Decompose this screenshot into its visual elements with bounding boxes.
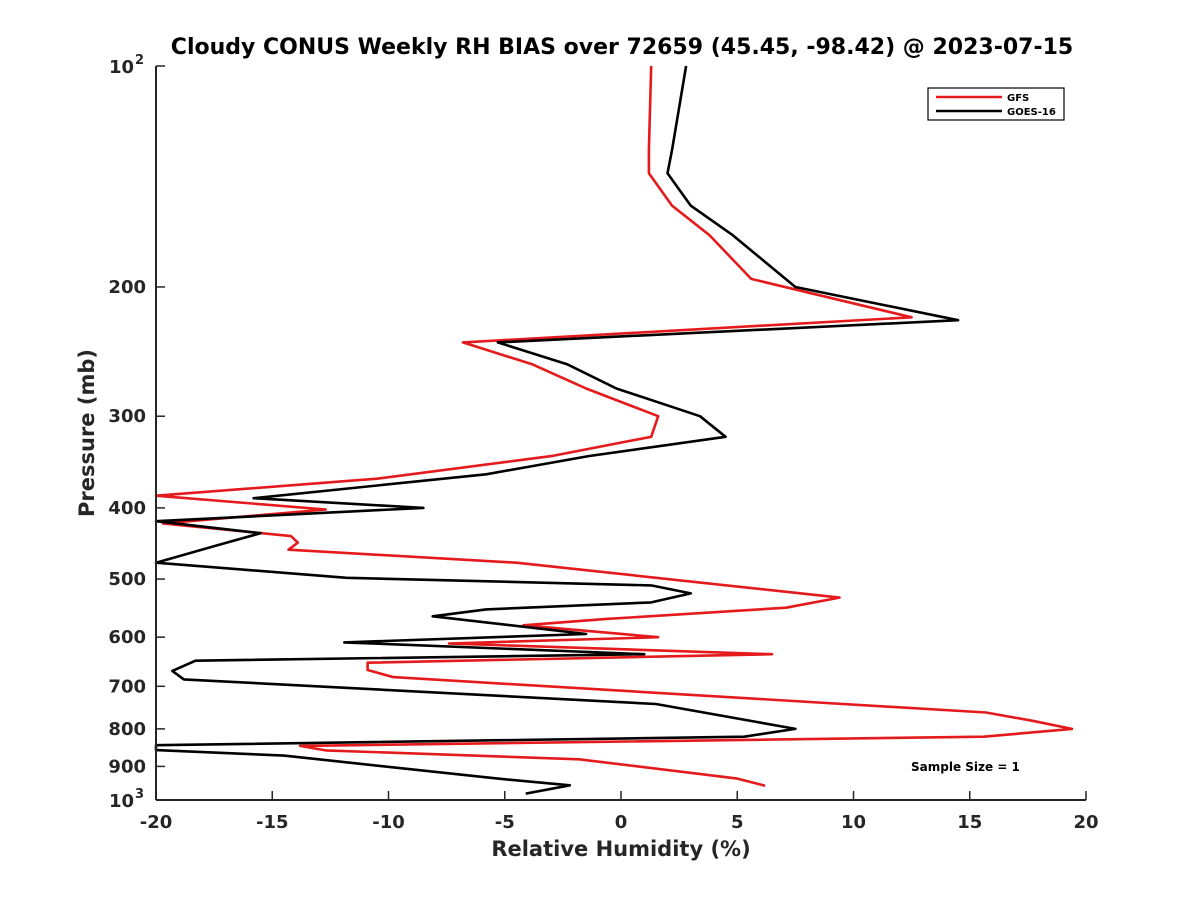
- plot-area: -20 -15 -10 -5 0 5 10 15 20 200 300 400 500 600 700 80…: [108, 53, 1098, 833]
- y-tick-label: 600: [108, 627, 146, 648]
- x-tick-label: -20: [140, 812, 173, 833]
- sample-size-annotation: Sample Size = 1: [911, 760, 1020, 774]
- x-tick-label: -15: [256, 812, 289, 833]
- y-tick-label: 500: [108, 569, 146, 590]
- series-line-0: [154, 65, 1074, 787]
- x-tick-label: 5: [731, 812, 744, 833]
- y-tick-label: 300: [108, 406, 146, 427]
- legend-label-goes16: GOES-16: [1007, 107, 1056, 118]
- x-tick-label: -10: [372, 812, 405, 833]
- y-tick-label-base: 10: [109, 791, 134, 812]
- x-ticks: -20 -15 -10 -5 0 5 10 15 20: [140, 791, 1099, 833]
- x-tick-label: -5: [495, 812, 515, 833]
- y-tick-label-exponent: 2: [135, 53, 144, 68]
- x-axis-label: Relative Humidity (%): [491, 837, 750, 861]
- series-line-1: [154, 65, 960, 795]
- y-tick-label: 400: [108, 498, 146, 519]
- y-axis-label: Pressure (mb): [75, 349, 99, 517]
- legend-label-gfs: GFS: [1007, 93, 1029, 104]
- y-tick-label: 700: [108, 676, 146, 697]
- chart-title: Cloudy CONUS Weekly RH BIAS over 72659 (…: [171, 35, 1073, 60]
- legend: GFS GOES-16: [927, 87, 1065, 121]
- x-tick-label: 10: [841, 812, 866, 833]
- x-tick-label: 0: [615, 812, 628, 833]
- x-tick-label: 15: [957, 812, 982, 833]
- series-group: [154, 65, 1074, 795]
- y-tick-label: 200: [108, 277, 146, 298]
- y-tick-label-base: 10: [109, 57, 134, 78]
- y-tick-label: 900: [108, 756, 146, 777]
- y-tick-label-exponent: 3: [135, 787, 144, 802]
- legend-box: [927, 87, 1065, 121]
- plot-background: [156, 66, 1086, 800]
- x-tick-label: 20: [1073, 812, 1098, 833]
- y-tick-label: 800: [108, 719, 146, 740]
